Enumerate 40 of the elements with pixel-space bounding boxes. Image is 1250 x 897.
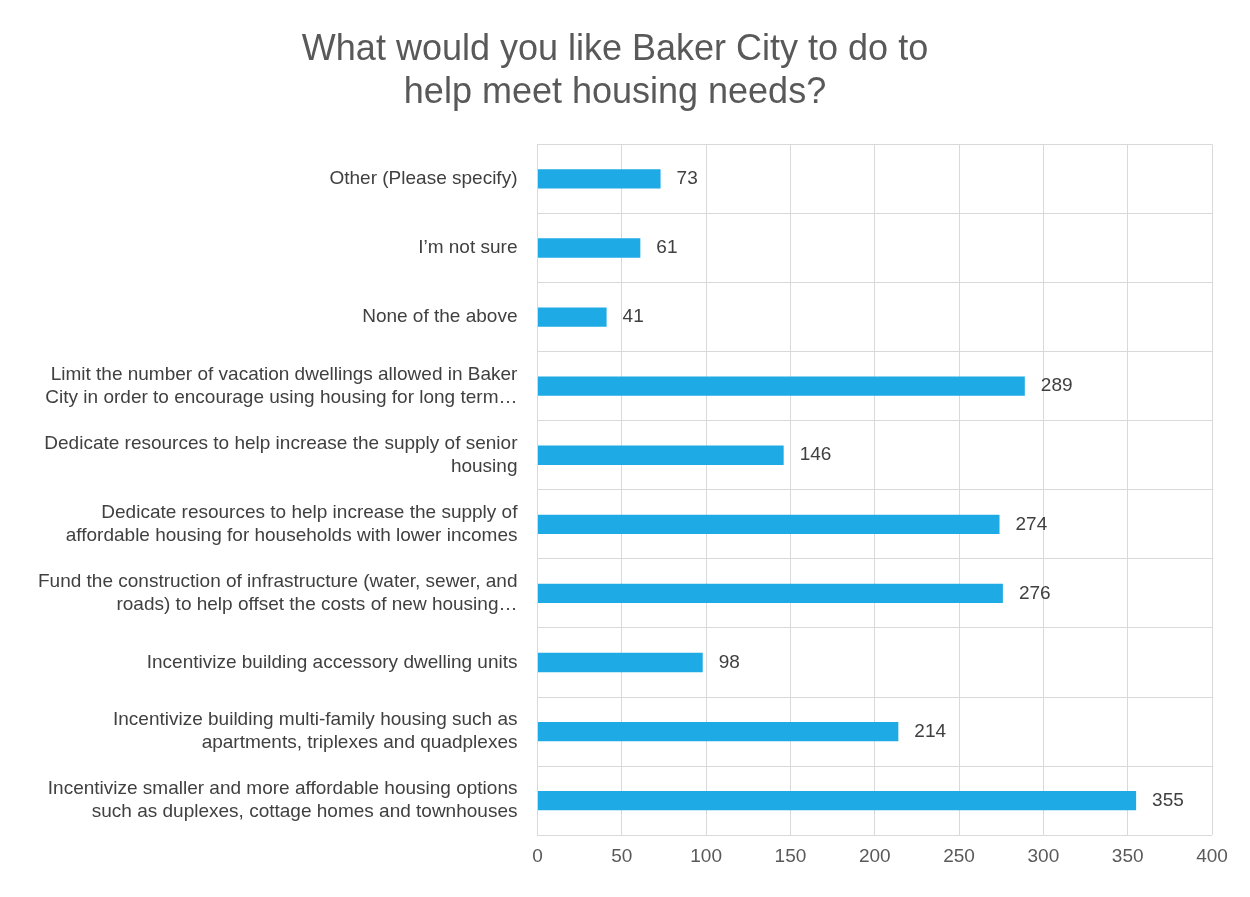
x-tick-label: 350 bbox=[1111, 844, 1144, 866]
data-label: 146 bbox=[799, 443, 832, 465]
y-tick-label: Limit the number of vacation dwellings allowed in Baker City in order to encourage using housing for long term… bbox=[45, 363, 519, 407]
x-tick-label: 300 bbox=[1027, 844, 1060, 866]
y-tick-label: Other (Please specify) bbox=[329, 167, 518, 189]
x-tick-label: 0 bbox=[532, 844, 543, 866]
y-tick-label: Incentivize building accessory dwelling units bbox=[146, 650, 518, 672]
data-label: 41 bbox=[622, 305, 644, 327]
y-tick-label: Dedicate resources to help increase the supply of senior housing bbox=[44, 432, 519, 476]
data-label: 73 bbox=[676, 167, 698, 189]
data-label: 289 bbox=[1040, 374, 1073, 396]
x-tick-label: 150 bbox=[774, 844, 807, 866]
y-tick-label: I’m not sure bbox=[418, 236, 518, 258]
y-tick-label: None of the above bbox=[362, 305, 518, 327]
bar bbox=[537, 445, 784, 465]
x-tick-label: 400 bbox=[1196, 844, 1228, 866]
y-tick-label: Incentivize building multi-family housing such as apartments, triplexes and quadplexes bbox=[112, 708, 518, 753]
data-label: 98 bbox=[718, 650, 740, 672]
bar bbox=[537, 652, 703, 673]
y-tick-label: Incentivize smaller and more affordable housing options such as duplexes, cottage homes and townhouses bbox=[47, 777, 518, 822]
x-tick-label: 250 bbox=[943, 844, 975, 866]
y-tick-label: Dedicate resources to help increase the supply of affordable housing for households with lower incomes bbox=[65, 501, 519, 545]
data-label: 214 bbox=[914, 719, 947, 741]
bar bbox=[537, 238, 641, 258]
chart-title: What would you like Baker City to do to help meet housing needs? bbox=[301, 26, 929, 111]
x-tick-label: 200 bbox=[858, 844, 891, 866]
data-label: 355 bbox=[1152, 788, 1184, 810]
bar bbox=[537, 307, 607, 327]
bar bbox=[537, 514, 1000, 535]
bar bbox=[537, 721, 899, 742]
bar bbox=[537, 790, 1137, 811]
x-tick-label: 50 bbox=[611, 844, 633, 866]
x-tick-label: 100 bbox=[690, 844, 722, 866]
data-label: 61 bbox=[656, 236, 678, 258]
bar bbox=[537, 376, 1025, 396]
data-label: 276 bbox=[1018, 581, 1051, 603]
data-label: 274 bbox=[1015, 512, 1048, 534]
bar bbox=[537, 583, 1003, 604]
y-tick-label: Fund the construction of infrastructure (water, sewer, and roads) to help offset the costs of new housing… bbox=[37, 570, 518, 615]
bar bbox=[537, 169, 661, 189]
